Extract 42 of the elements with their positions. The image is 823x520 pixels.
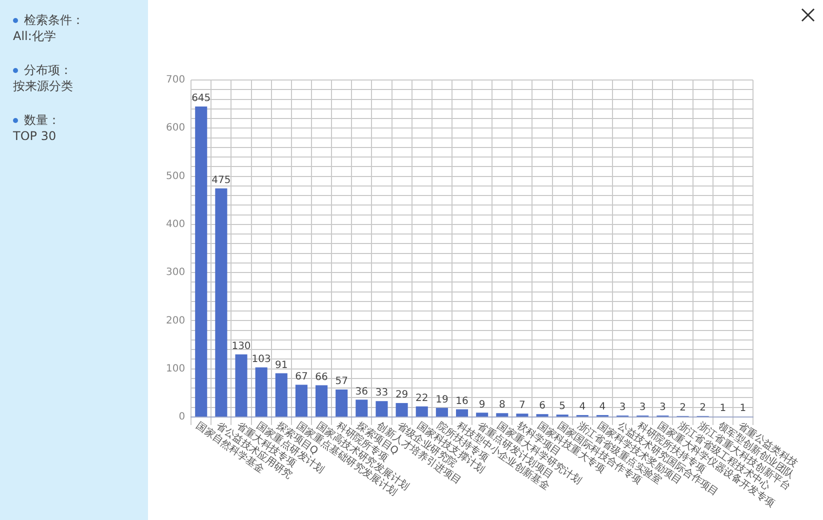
data-label: 4: [579, 402, 586, 413]
text: All:化学: [13, 28, 57, 44]
data-label: 1: [740, 403, 746, 414]
data-label: 2: [680, 402, 686, 414]
text: TOP 30: [13, 128, 58, 144]
data-label: 3: [619, 402, 626, 414]
data-label: 8: [498, 400, 506, 411]
data-label: 7: [519, 400, 526, 412]
data-label: 19: [436, 394, 448, 406]
text: 数量：: [24, 112, 60, 128]
data-label: 2: [700, 402, 706, 414]
data-label: 130: [232, 341, 251, 352]
y-tick-label: 300: [166, 267, 186, 278]
data-label: 6: [539, 400, 546, 412]
data-label: 29: [395, 390, 408, 401]
data-label: 67: [295, 371, 308, 382]
data-label: 33: [375, 388, 388, 399]
data-label: 22: [416, 393, 428, 404]
text: 分布项：: [24, 62, 72, 78]
text: 检索条件：: [24, 12, 84, 28]
data-label: 645: [192, 93, 211, 104]
text: 按来源分类: [13, 78, 73, 94]
data-label: 57: [335, 376, 348, 388]
data-label: 4: [599, 402, 606, 413]
y-tick-label: 500: [166, 170, 186, 182]
data-label: 36: [355, 386, 368, 398]
data-label: 16: [456, 396, 468, 407]
y-tick-label: 400: [166, 219, 186, 230]
y-tick-label: 600: [166, 122, 186, 134]
data-label: 9: [478, 399, 486, 410]
data-label: 1: [720, 403, 726, 414]
data-label: 103: [252, 354, 271, 366]
data-label: 3: [639, 402, 646, 414]
y-tick-label: 700: [166, 74, 186, 86]
data-label: 5: [559, 401, 566, 412]
data-label: 475: [212, 174, 231, 186]
y-tick-label: 200: [166, 315, 186, 326]
y-tick-label: 0: [178, 412, 186, 423]
data-label: 66: [315, 372, 328, 383]
data-label: 3: [660, 402, 666, 414]
y-tick-label: 100: [166, 363, 186, 374]
data-label: 91: [275, 360, 288, 371]
